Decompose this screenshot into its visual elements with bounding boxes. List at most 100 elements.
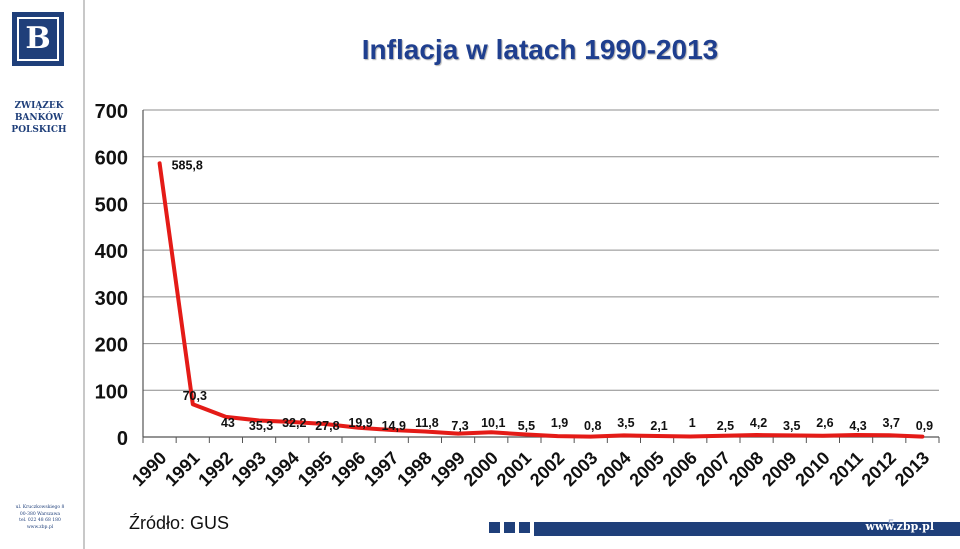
x-tick-label: 1997: [360, 448, 402, 490]
inflation-series-line: [157, 161, 925, 439]
x-tick-label: 2004: [592, 448, 634, 490]
x-tick-label: 1994: [261, 448, 303, 490]
data-label: 70,3: [183, 389, 207, 403]
x-tick-label: 2011: [825, 448, 867, 490]
data-point: [821, 434, 825, 438]
data-point: [920, 435, 924, 439]
address-line: 00-380 Warszawa: [19, 511, 61, 517]
data-point: [158, 161, 162, 165]
y-tick-label: 500: [95, 194, 128, 216]
data-label: 11,8: [415, 416, 439, 430]
data-label: 10,1: [481, 416, 505, 430]
data-point: [854, 433, 858, 437]
data-point: [622, 433, 626, 437]
x-tick-label: 1990: [128, 448, 170, 490]
data-point: [423, 429, 427, 433]
data-label: 0,8: [584, 419, 601, 433]
data-label: 2,5: [717, 419, 734, 433]
data-label: 3,5: [617, 416, 634, 430]
data-label: 5,5: [518, 419, 535, 433]
data-point: [556, 434, 560, 438]
data-point: [688, 435, 692, 439]
y-tick-label: 300: [95, 288, 128, 310]
data-point: [224, 415, 228, 419]
sidebar: B ZWIĄZEK BANKÓW POLSKICH ul. Kruczkowsk…: [0, 0, 80, 549]
y-tick-label: 0: [117, 428, 128, 450]
organization-name: ZWIĄZEK BANKÓW POLSKICH: [4, 100, 74, 136]
data-point: [522, 432, 526, 436]
footer-url: www.zbp.pl: [865, 520, 934, 533]
data-point: [489, 430, 493, 434]
data-point: [887, 433, 891, 437]
data-label: 0,9: [916, 419, 933, 433]
data-point: [257, 419, 261, 423]
y-tick-label: 200: [95, 335, 128, 357]
x-tick-label: 2013: [891, 448, 933, 490]
logo-glyph: B: [25, 21, 51, 56]
data-label: 1,9: [551, 416, 568, 430]
x-tick-label: 2002: [526, 448, 568, 490]
x-tick-label: 1998: [393, 448, 435, 490]
y-tick-label: 700: [95, 101, 128, 123]
x-tick-label: 2010: [791, 448, 833, 490]
data-label: 4,2: [750, 416, 767, 430]
data-label: 3,7: [883, 416, 900, 430]
data-label: 585,8: [172, 158, 203, 172]
x-tick-label: 1996: [327, 448, 369, 490]
org-name-line: POLSKICH: [11, 125, 67, 135]
data-point: [721, 434, 725, 438]
data-label: 1: [689, 416, 696, 430]
data-label: 2,1: [650, 419, 667, 433]
data-label: 4,3: [849, 419, 866, 433]
x-tick-label: 2006: [659, 448, 701, 490]
data-label: 27,8: [315, 419, 339, 433]
footer-decoration: [489, 522, 534, 540]
x-tick-label: 2003: [559, 448, 601, 490]
source-note: Źródło: GUS: [129, 513, 230, 533]
y-tick-label: 100: [95, 381, 128, 403]
x-tick-label: 2007: [692, 448, 734, 490]
data-point: [390, 428, 394, 432]
x-tick-label: 2000: [460, 448, 502, 490]
data-label: 32,2: [282, 416, 306, 430]
data-point: [788, 433, 792, 437]
data-point: [323, 422, 327, 426]
x-tick-label: 1999: [426, 448, 468, 490]
data-point: [191, 402, 195, 406]
y-tick-label: 400: [95, 241, 128, 263]
data-label: 14,9: [382, 419, 406, 433]
data-label: 7,3: [451, 419, 468, 433]
x-tick-label: 1992: [194, 448, 236, 490]
footer-bar: [534, 522, 960, 536]
data-point: [655, 434, 659, 438]
address-line: ul. Kruczkowskiego 8: [15, 505, 65, 510]
inflation-line-chart: 0100200300400500600700199019911992199319…: [95, 101, 940, 490]
y-tick-label: 600: [95, 148, 128, 170]
org-name-line: ZWIĄZEK: [14, 101, 64, 111]
data-label: 35,3: [249, 419, 273, 433]
zbp-logo: B: [12, 12, 64, 66]
x-tick-label: 1995: [294, 448, 336, 490]
x-tick-label: 1993: [227, 448, 269, 490]
sidebar-divider: [83, 0, 85, 549]
x-tick-label: 2009: [758, 448, 800, 490]
x-tick-label: 1991: [161, 448, 203, 490]
x-tick-label: 2001: [493, 448, 535, 490]
page-number: 5: [888, 518, 895, 530]
data-point: [589, 435, 593, 439]
data-point: [456, 432, 460, 436]
data-label: 3,5: [783, 419, 800, 433]
data-label: 19,9: [348, 416, 372, 430]
x-tick-label: 2008: [725, 448, 767, 490]
org-name-line: BANKÓW: [14, 113, 64, 123]
data-point: [290, 420, 294, 424]
x-tick-label: 2012: [858, 448, 900, 490]
address-line: www.zbp.pl: [26, 524, 54, 530]
x-tick-label: 2005: [625, 448, 667, 490]
data-point: [357, 426, 361, 430]
address-line: tel. 022 48 68 180: [19, 518, 61, 523]
data-label: 43: [221, 416, 235, 430]
page-title: Inflacja w latach 1990-2013: [361, 34, 719, 65]
data-label: 2,6: [816, 416, 833, 430]
organization-address: ul. Kruczkowskiego 8 00-380 Warszawa tel…: [2, 505, 78, 531]
